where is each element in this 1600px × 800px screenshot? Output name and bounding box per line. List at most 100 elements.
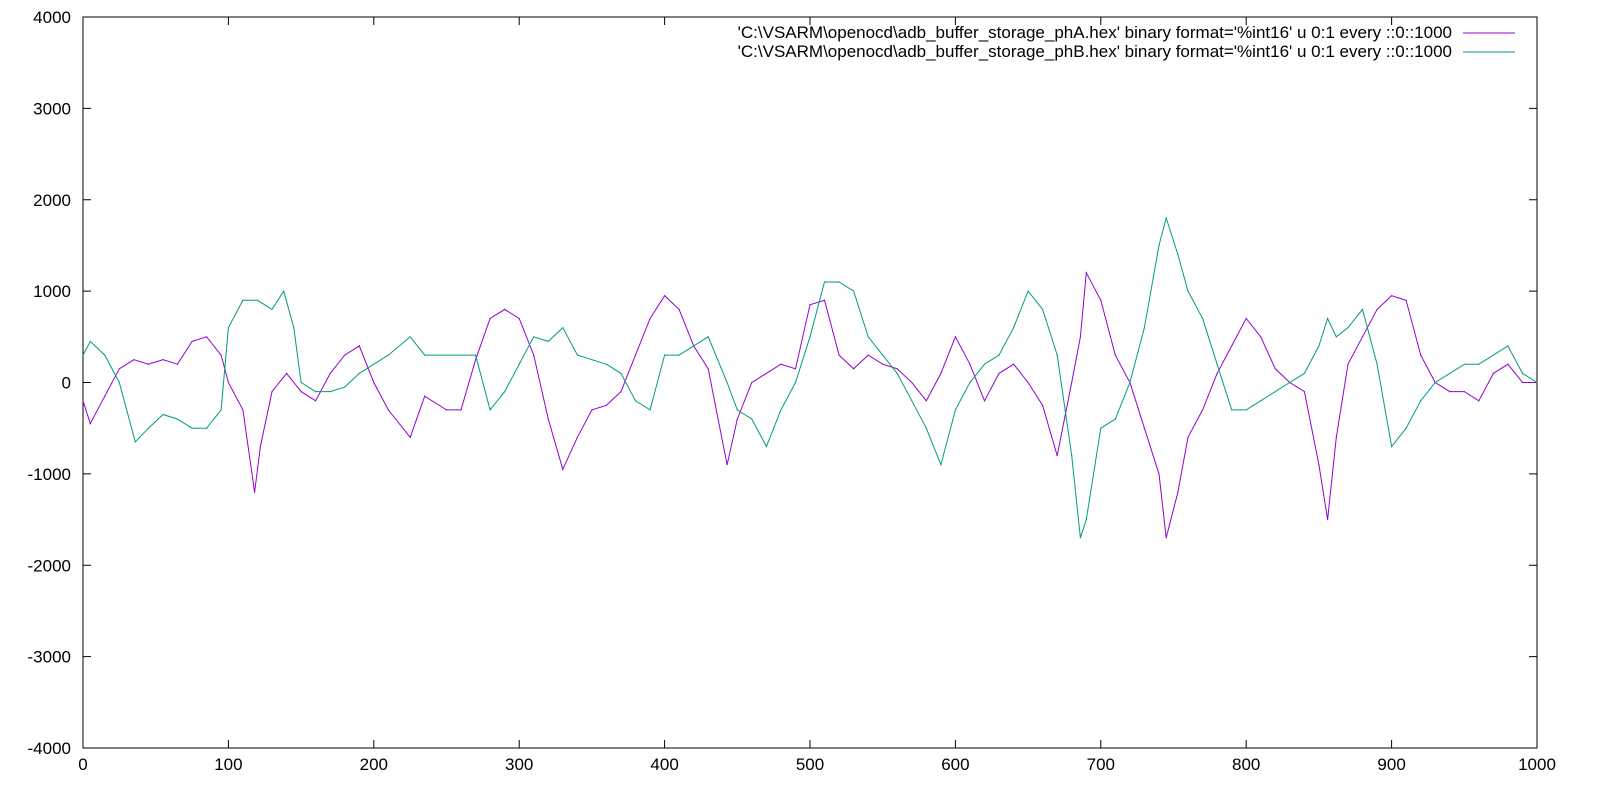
data-point: [1216, 372, 1218, 374]
data-point: [1165, 217, 1167, 219]
data-point: [475, 359, 477, 361]
y-tick-label: -2000: [28, 556, 71, 575]
series-line-pha: [82, 271, 1537, 538]
data-point: [206, 427, 208, 429]
data-point: [1327, 519, 1329, 521]
data-point: [969, 381, 971, 384]
data-point: [969, 363, 971, 365]
data-point: [576, 354, 579, 356]
data-point: [1202, 409, 1204, 411]
data-point: [649, 317, 651, 320]
data-point: [1079, 336, 1081, 338]
data-point: [983, 363, 986, 365]
data-point: [1177, 491, 1179, 493]
data-point: [576, 436, 579, 438]
series-group: [82, 216, 1538, 539]
data-point: [1027, 381, 1029, 384]
data-point: [1260, 336, 1262, 338]
data-point: [1303, 391, 1305, 393]
y-tick-label: 0: [62, 374, 71, 393]
data-point: [1289, 381, 1291, 384]
data-point: [118, 368, 120, 370]
data-point: [634, 400, 637, 402]
data-point: [271, 308, 273, 310]
data-point: [751, 381, 753, 384]
data-point: [736, 418, 738, 420]
data-point: [1507, 363, 1509, 365]
data-point: [358, 345, 360, 347]
data-point: [823, 299, 826, 301]
data-point: [823, 281, 826, 283]
data-point: [1202, 317, 1204, 320]
data-point: [89, 340, 91, 342]
x-tick-label: 0: [78, 755, 87, 774]
data-point: [1165, 537, 1167, 539]
legend-label: 'C:\VSARM\openocd\adb_buffer_storage_phA…: [738, 23, 1452, 42]
data-point: [1318, 345, 1320, 347]
data-point: [591, 359, 593, 361]
data-point: [1013, 327, 1015, 329]
data-point: [765, 445, 768, 448]
data-point: [940, 464, 942, 466]
data-point: [206, 336, 208, 338]
data-point: [780, 409, 782, 411]
data-point: [134, 441, 136, 443]
data-point: [104, 395, 106, 397]
data-point: [664, 295, 666, 297]
data-point: [286, 372, 288, 374]
data-point: [358, 372, 360, 374]
data-point: [736, 409, 738, 411]
data-point: [693, 345, 695, 347]
data-point: [1143, 427, 1145, 429]
data-point: [925, 400, 927, 402]
data-point: [809, 336, 811, 338]
data-point: [1347, 327, 1349, 329]
data-point: [409, 336, 411, 338]
data-point: [925, 427, 927, 429]
data-point: [1361, 308, 1364, 310]
data-point: [147, 427, 149, 429]
data-point: [329, 391, 331, 393]
data-point: [605, 404, 608, 406]
data-point: [1013, 363, 1015, 365]
data-point: [1274, 391, 1276, 393]
data-point: [1245, 317, 1247, 320]
data-point: [300, 391, 302, 393]
data-point: [911, 400, 913, 402]
data-point: [242, 299, 244, 301]
data-point: [1231, 345, 1233, 347]
data-point: [329, 372, 331, 374]
data-point: [664, 354, 666, 356]
x-tick-label: 300: [505, 755, 533, 774]
y-tick-label: 2000: [33, 191, 71, 210]
data-point: [591, 409, 593, 411]
data-point: [1507, 345, 1509, 347]
x-tick-label: 700: [1087, 755, 1115, 774]
data-point: [424, 354, 426, 356]
data-point: [1318, 464, 1320, 466]
x-axis: 0 100 200 300 400 500 600 700 800 900 1000: [78, 17, 1556, 774]
data-point: [794, 368, 797, 370]
y-tick-label: 3000: [33, 99, 71, 118]
data-point: [896, 372, 898, 374]
data-point: [89, 423, 91, 425]
data-point: [191, 340, 193, 342]
x-tick-label: 500: [796, 755, 824, 774]
data-point: [678, 308, 680, 310]
data-point: [911, 381, 913, 384]
data-point: [1056, 455, 1058, 457]
data-point: [620, 391, 622, 393]
data-point: [1100, 427, 1102, 429]
data-point: [1521, 372, 1524, 374]
data-point: [1463, 391, 1465, 393]
data-point: [751, 418, 753, 420]
data-point: [1158, 244, 1160, 246]
data-point: [983, 400, 986, 402]
x-tick-label: 600: [941, 755, 969, 774]
data-point: [315, 400, 317, 402]
data-point: [518, 317, 520, 320]
data-point: [220, 409, 222, 411]
data-point: [1335, 436, 1337, 438]
data-point: [1420, 400, 1422, 402]
data-point: [867, 354, 869, 356]
